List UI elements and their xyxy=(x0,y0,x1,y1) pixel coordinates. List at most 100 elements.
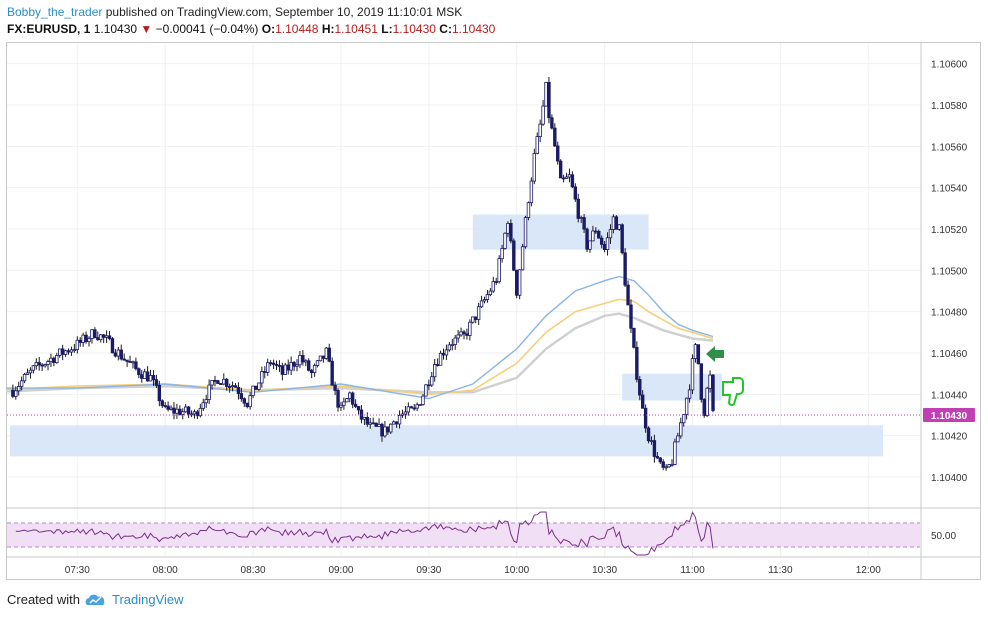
candlestick-series xyxy=(11,77,715,471)
candle xyxy=(318,355,323,362)
symbol-name[interactable]: FX:EURUSD, 1 xyxy=(7,22,91,36)
time-tick-label: 12:00 xyxy=(856,565,881,576)
publish-info: published on TradingView.com, September … xyxy=(105,5,463,19)
candle xyxy=(509,219,513,244)
price-tick-label: 1.10580 xyxy=(931,101,968,112)
time-axis[interactable]: 07:30 08:00 08:30 09:00 09:30 10:00 10:30 11:00… xyxy=(65,565,881,576)
candle xyxy=(608,224,613,244)
time-tick-label: 08:00 xyxy=(153,565,178,576)
candle xyxy=(591,225,595,242)
candle xyxy=(520,243,525,271)
candle xyxy=(260,366,264,388)
candle xyxy=(711,374,715,413)
candle xyxy=(19,376,24,391)
tradingview-brand-link[interactable]: TradingView xyxy=(111,592,184,607)
left-arrow-icon[interactable] xyxy=(706,346,724,362)
candle xyxy=(456,329,460,343)
candle xyxy=(699,363,703,403)
candle xyxy=(503,232,507,250)
down-arrow-icon: ▼ xyxy=(140,22,153,36)
candle xyxy=(597,229,601,239)
candle xyxy=(248,392,252,410)
candle xyxy=(453,334,457,350)
price-tick-label: 1.10420 xyxy=(931,432,968,443)
chart-border xyxy=(6,42,981,580)
candle xyxy=(676,432,680,443)
close-label: C: xyxy=(439,22,452,36)
candle xyxy=(444,344,449,361)
candle xyxy=(254,385,258,390)
candle xyxy=(336,388,340,412)
price-axis[interactable]: 1.10400 1.10420 1.10440 1.10460 1.10480 1.105… xyxy=(931,60,968,484)
price-tick-label: 1.10520 xyxy=(931,225,968,236)
candle xyxy=(374,422,378,428)
candle xyxy=(573,183,578,202)
candle xyxy=(433,358,437,382)
price-tick-label: 1.10540 xyxy=(931,184,968,195)
candle xyxy=(638,376,642,401)
candle xyxy=(640,390,645,409)
candle xyxy=(157,380,162,407)
publish-header: Bobby_the_trader published on TradingVie… xyxy=(7,4,462,20)
candle xyxy=(526,201,531,221)
candle xyxy=(160,399,164,409)
candle xyxy=(476,302,481,325)
candle xyxy=(93,327,97,339)
candle xyxy=(623,248,627,288)
close-value: 1.10430 xyxy=(451,22,496,36)
candle xyxy=(626,280,630,306)
rsi-line xyxy=(15,511,714,556)
candle xyxy=(635,341,639,383)
candle xyxy=(342,397,346,410)
candle xyxy=(670,459,674,467)
candle xyxy=(532,148,537,185)
price-tick-label: 1.10560 xyxy=(931,142,968,153)
candle xyxy=(107,331,112,341)
candle xyxy=(438,350,443,366)
candle xyxy=(599,235,604,249)
candle xyxy=(605,232,610,256)
candle xyxy=(28,367,33,379)
chart-canvas[interactable]: 1.10400 1.10420 1.10440 1.10460 1.10480 1.105… xyxy=(6,42,981,580)
low-label: L: xyxy=(381,22,393,36)
candle xyxy=(216,379,220,385)
candle xyxy=(327,343,331,363)
open-value: 1.10448 xyxy=(275,22,319,36)
candle xyxy=(538,119,542,143)
candle xyxy=(582,214,586,233)
candle xyxy=(544,81,548,107)
time-tick-label: 08:30 xyxy=(241,565,266,576)
price-zone[interactable] xyxy=(9,425,883,457)
candle xyxy=(515,269,519,299)
candle xyxy=(204,394,208,408)
candle xyxy=(485,290,490,303)
candle xyxy=(295,359,299,372)
candle xyxy=(556,141,560,165)
candle xyxy=(614,215,619,230)
author-link[interactable]: Bobby_the_trader xyxy=(7,5,103,19)
price-zone[interactable] xyxy=(472,214,649,250)
candle xyxy=(523,215,528,249)
candle xyxy=(242,397,246,407)
candle xyxy=(673,438,677,466)
high-label: H: xyxy=(321,22,335,36)
candle xyxy=(122,353,126,361)
candle xyxy=(397,410,402,429)
candle xyxy=(415,402,419,412)
price-change: −0.00041 (−0.04%) xyxy=(155,22,259,36)
candle xyxy=(450,339,454,351)
candle xyxy=(468,319,472,341)
candle xyxy=(479,295,484,309)
time-tick-label: 10:00 xyxy=(504,565,529,576)
candle xyxy=(564,172,569,179)
candle xyxy=(324,346,329,360)
candle xyxy=(31,364,36,374)
candle xyxy=(274,360,279,370)
candle xyxy=(643,404,648,433)
chart-grid xyxy=(7,43,921,557)
candle xyxy=(497,255,501,284)
candle xyxy=(72,343,77,353)
thumbs-down-icon[interactable] xyxy=(722,377,744,406)
candle xyxy=(14,386,18,400)
candle xyxy=(658,456,662,464)
